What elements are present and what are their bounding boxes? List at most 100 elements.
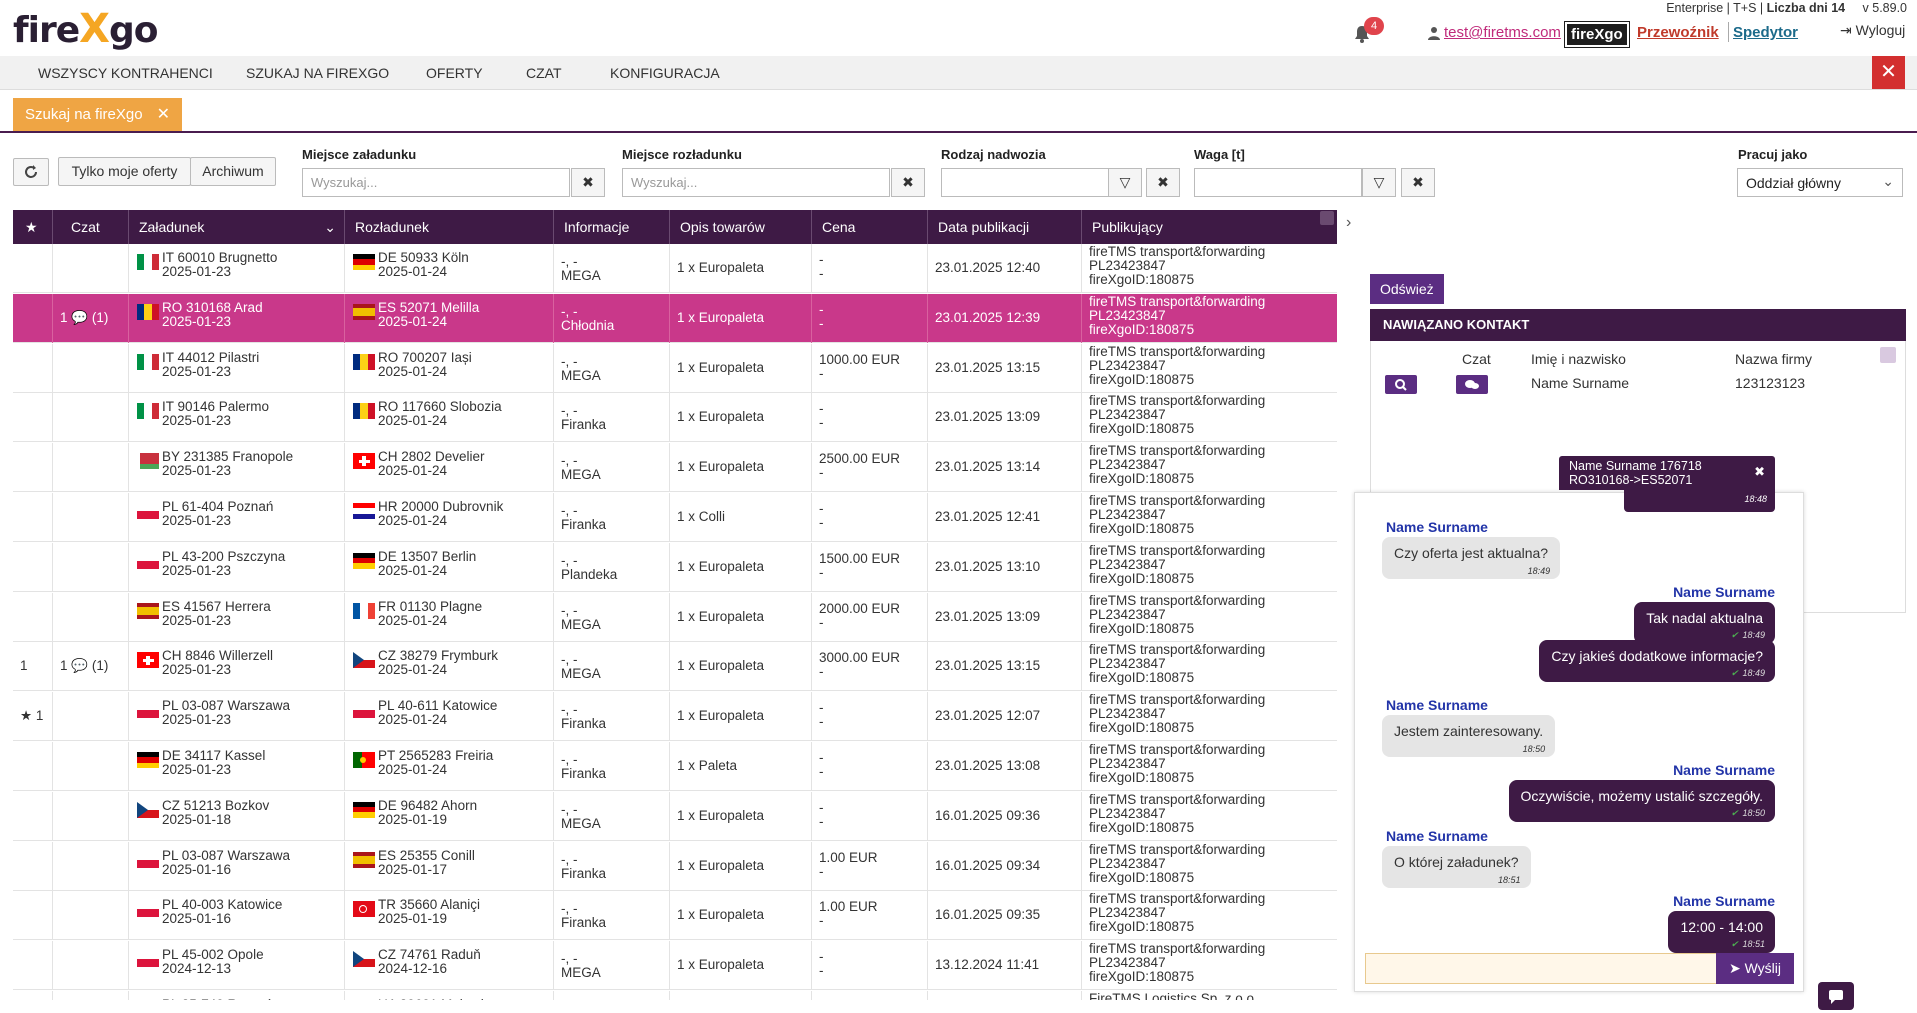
info-body-type: Firanka — [561, 716, 607, 732]
goods-cell: 1 x Paleta — [670, 742, 812, 791]
col-price[interactable]: Cena — [812, 210, 928, 244]
table-row[interactable]: ★ 1 PL 03-087 Warszawa 2025-01-23 PL 40-611… — [13, 692, 1337, 742]
clear-body-type-button[interactable]: ✖ — [1146, 168, 1180, 197]
role-forwarder-link[interactable]: Spedytor — [1733, 24, 1799, 41]
user-email-link[interactable]: test@firetms.com — [1444, 24, 1561, 41]
info-text: -, - MEGA — [561, 952, 601, 980]
nav-all-contractors[interactable]: WSZYSCY KONTRAHENCI — [38, 65, 213, 81]
table-row[interactable]: PL 40-003 Katowice 2025-01-16 TR 35660 Ala… — [13, 891, 1337, 941]
chat-toggle-button[interactable] — [1818, 982, 1854, 1010]
publisher-firexgo-id: fireXgoID:180875 — [1089, 869, 1195, 885]
body-type-select[interactable] — [941, 168, 1109, 197]
role-carrier-link[interactable]: Przewoźnik — [1637, 24, 1719, 41]
nav-search-firexgo[interactable]: SZUKAJ NA FIREXGO — [246, 65, 390, 81]
close-all-tabs-button[interactable]: ✕ — [1872, 56, 1905, 89]
table-row[interactable]: ES 41567 Herrera 2025-01-23 FR 01130 Plagn… — [13, 592, 1337, 642]
open-chat-button[interactable] — [1456, 375, 1488, 394]
table-row[interactable]: 1 💬 (1) RO 310168 Arad 2025-01-23 ES 52071 … — [13, 293, 1337, 343]
refresh-button[interactable] — [13, 158, 49, 186]
unloading-cell: CZ 74761 Raduň 2024-12-16 — [345, 941, 554, 991]
logo[interactable]: fireXgo — [13, 6, 159, 52]
chat-message-bubble: Jestem zainteresowany. 18:50 — [1382, 715, 1556, 757]
chat-message-input[interactable] — [1365, 953, 1717, 984]
table-row[interactable]: BY 231385 Franopole 2025-01-23 CH 2802 Dev… — [13, 443, 1337, 493]
favorite-value[interactable]: 1 — [20, 658, 28, 674]
table-row[interactable]: CZ 51213 Bozkov 2025-01-18 DE 96482 Ahorn 2… — [13, 791, 1337, 841]
weight-filter-button[interactable]: ▽ — [1362, 168, 1396, 197]
info-cell: -, - MEGA — [554, 642, 670, 692]
col-publisher[interactable]: Publikujący — [1092, 219, 1163, 235]
clear-loading-button[interactable]: ✖ — [571, 168, 605, 197]
loading-place: PL 43-200 Pszczyna 2025-01-23 — [162, 549, 285, 578]
gear-icon[interactable] — [1320, 211, 1334, 225]
pub-date: 13.12.2024 11:41 — [935, 957, 1040, 973]
chat-cell — [53, 941, 129, 991]
publisher-cell: FireTMS Logistics Sp. z o.o.6333333333 — [1082, 991, 1337, 1001]
nav-configuration[interactable]: KONFIGURACJA — [610, 65, 720, 81]
col-favorite[interactable]: ★ — [13, 210, 53, 244]
chat-message-bubble: O której załadunek? 18:51 — [1382, 846, 1531, 888]
check-icon: ✔ — [1730, 939, 1739, 949]
body-type-filter-button[interactable]: ▽ — [1108, 168, 1142, 197]
clear-weight-button[interactable]: ✖ — [1401, 168, 1435, 197]
loading-address: IT 44012 Pilastri — [162, 349, 260, 365]
pub-date: 23.01.2025 12:39 — [935, 309, 1041, 325]
table-row[interactable]: DE 34117 Kassel 2025-01-23 PT 2565283 Frei… — [13, 742, 1337, 791]
loading-address: PL 40-003 Katowice — [162, 897, 283, 913]
publisher-cell: fireTMS transport&forwarding PL23423847 fi… — [1082, 344, 1337, 393]
table-row[interactable]: PL 03-087 Warszawa 2025-01-16 ES 25355 Con… — [13, 841, 1337, 891]
table-row[interactable]: 1 💬 (1) PL 35-749 Rzeszów UA 89601 Mukache… — [13, 991, 1337, 1000]
table-row[interactable]: IT 90146 Palermo 2025-01-23 RO 117660 Slob… — [13, 393, 1337, 443]
pub-date: 23.01.2025 13:15 — [935, 359, 1041, 375]
nav-chat[interactable]: CZAT — [526, 65, 562, 81]
table-row[interactable]: IT 60010 Brugnetto 2025-01-23 DE 50933 Köl… — [13, 244, 1337, 293]
col-unloading[interactable]: Rozładunek — [345, 210, 554, 244]
chat-time-value: 18:51 — [1498, 875, 1521, 885]
publisher-tax-id: PL23423847 — [1089, 805, 1166, 821]
info-weight: -, - — [561, 652, 578, 668]
refresh-contacts-button[interactable]: Odśwież — [1370, 274, 1444, 304]
chat-time-value: 18:49 — [1527, 566, 1551, 576]
table-row[interactable]: PL 61-404 Poznań 2025-01-23 HR 20000 Dubro… — [13, 493, 1337, 542]
loading-place-input[interactable]: Wyszukaj... — [302, 168, 570, 197]
clear-unloading-button[interactable]: ✖ — [891, 168, 925, 197]
chat-count[interactable]: 1 💬 (1) — [60, 309, 109, 325]
table-row[interactable]: IT 44012 Pilastri 2025-01-23 RO 700207 Iaș… — [13, 343, 1337, 393]
gear-icon[interactable] — [1880, 347, 1896, 363]
logout-button[interactable]: ⇥ Wyloguj — [1840, 22, 1906, 38]
work-as-select[interactable]: Oddział główny ⌄ — [1737, 168, 1903, 197]
tab-search-firexgo[interactable]: Szukaj na fireXgo ✕ — [13, 98, 182, 131]
weight-input[interactable] — [1194, 168, 1362, 197]
col-chat[interactable]: Czat — [53, 210, 129, 244]
col-loading[interactable]: Załadunek ⌄ — [129, 210, 345, 244]
only-my-offers-button[interactable]: Tylko moje oferty — [58, 157, 191, 186]
table-row[interactable]: PL 43-200 Pszczyna 2025-01-23 DE 13507 Ber… — [13, 542, 1337, 592]
publisher-firexgo-id: fireXgoID:180875 — [1089, 521, 1195, 536]
chat-count[interactable]: 1 💬 (1) — [60, 658, 109, 674]
archive-button[interactable]: Archiwum — [190, 157, 276, 186]
nav-offers[interactable]: OFERTY — [426, 65, 483, 81]
search-contact-button[interactable] — [1385, 375, 1417, 394]
loading-cell: IT 90146 Palermo 2025-01-23 — [129, 393, 345, 443]
chat-cell — [53, 841, 129, 891]
tab-close-icon[interactable]: ✕ — [156, 106, 170, 123]
loading-cell: RO 310168 Arad 2025-01-23 — [129, 293, 345, 343]
unloading-cell: UA 89601 Mukacheve — [345, 991, 554, 1000]
table-row[interactable]: PL 45-002 Opole 2024-12-13 CZ 74761 Raduň 2… — [13, 941, 1337, 991]
price-extra: - — [819, 365, 824, 381]
unloading-place-input[interactable]: Wyszukaj... — [622, 168, 890, 197]
table-row[interactable]: 1 1 💬 (1) CH 8846 Willerzell 2025-01-23 CZ 3… — [13, 642, 1337, 692]
col-goods[interactable]: Opis towarów — [670, 210, 812, 244]
price-cell: 1.00 EUR - — [812, 891, 928, 941]
col-info[interactable]: Informacje — [554, 210, 670, 244]
send-button[interactable]: ➤ Wyślij — [1716, 953, 1794, 984]
publisher-cell: fireTMS transport&forwarding PL23423847 fi… — [1082, 493, 1337, 542]
chevron-right-icon[interactable]: › — [1346, 214, 1352, 231]
chat-title[interactable]: Name Surname 176718 RO310168->ES52071 ✖ — [1559, 456, 1775, 490]
flag-pl-icon — [137, 552, 159, 569]
favorite-value[interactable]: ★ 1 — [20, 708, 44, 724]
close-icon[interactable]: ✖ — [1754, 464, 1765, 479]
col-pub-date[interactable]: Data publikacji — [928, 210, 1082, 244]
price-extra: - — [819, 714, 824, 730]
unloading-date: 2025-01-24 — [378, 513, 448, 528]
